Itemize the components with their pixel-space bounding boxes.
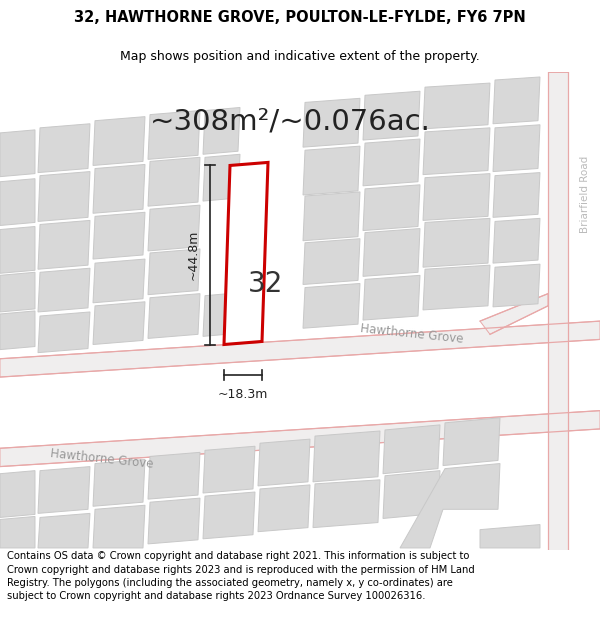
Text: ~44.8m: ~44.8m (187, 230, 200, 280)
Polygon shape (38, 221, 90, 269)
Polygon shape (93, 259, 145, 302)
Polygon shape (423, 128, 490, 174)
Polygon shape (203, 107, 240, 154)
Text: Briarfield Road: Briarfield Road (580, 156, 590, 232)
Text: Hawthorne Grove: Hawthorne Grove (50, 447, 154, 471)
Text: Contains OS data © Crown copyright and database right 2021. This information is : Contains OS data © Crown copyright and d… (7, 551, 475, 601)
Polygon shape (38, 312, 90, 352)
Polygon shape (363, 229, 420, 276)
Polygon shape (493, 77, 540, 124)
Polygon shape (480, 524, 540, 548)
Polygon shape (383, 471, 440, 519)
Polygon shape (148, 205, 200, 251)
Polygon shape (224, 162, 268, 344)
Polygon shape (203, 292, 240, 336)
Polygon shape (148, 249, 200, 294)
Polygon shape (383, 425, 440, 474)
Text: ~18.3m: ~18.3m (218, 388, 268, 401)
Polygon shape (313, 431, 380, 482)
Polygon shape (480, 294, 548, 334)
Polygon shape (493, 218, 540, 263)
Polygon shape (303, 192, 360, 241)
Polygon shape (38, 172, 90, 221)
Polygon shape (303, 98, 360, 147)
Polygon shape (0, 226, 35, 273)
Text: Map shows position and indicative extent of the property.: Map shows position and indicative extent… (120, 49, 480, 62)
Polygon shape (203, 154, 240, 201)
Polygon shape (203, 492, 255, 539)
Polygon shape (93, 302, 145, 344)
Polygon shape (493, 125, 540, 172)
Polygon shape (258, 485, 310, 532)
Polygon shape (258, 439, 310, 486)
Polygon shape (38, 268, 90, 312)
Polygon shape (363, 276, 420, 320)
Polygon shape (148, 111, 200, 159)
Polygon shape (493, 264, 540, 307)
Polygon shape (93, 459, 145, 506)
Polygon shape (148, 294, 200, 338)
Polygon shape (0, 311, 35, 349)
Polygon shape (303, 239, 360, 284)
Polygon shape (423, 218, 490, 268)
Polygon shape (93, 117, 145, 166)
Polygon shape (423, 265, 490, 310)
Polygon shape (38, 467, 90, 513)
Polygon shape (0, 272, 35, 312)
Polygon shape (0, 321, 600, 377)
Polygon shape (313, 480, 380, 528)
Polygon shape (93, 164, 145, 213)
Polygon shape (93, 213, 145, 259)
Polygon shape (0, 471, 35, 518)
Polygon shape (0, 516, 35, 548)
Polygon shape (400, 464, 500, 548)
Polygon shape (303, 284, 360, 328)
Polygon shape (363, 185, 420, 231)
Polygon shape (203, 446, 255, 493)
Polygon shape (548, 72, 568, 550)
Text: 32: 32 (248, 270, 284, 298)
Polygon shape (148, 452, 200, 499)
Polygon shape (443, 418, 500, 466)
Polygon shape (148, 158, 200, 206)
Text: 32, HAWTHORNE GROVE, POULTON-LE-FYLDE, FY6 7PN: 32, HAWTHORNE GROVE, POULTON-LE-FYLDE, F… (74, 11, 526, 26)
Text: ~308m²/~0.076ac.: ~308m²/~0.076ac. (150, 107, 431, 136)
Text: Hawthorne Grove: Hawthorne Grove (360, 322, 464, 346)
Polygon shape (38, 124, 90, 172)
Polygon shape (38, 513, 90, 548)
Polygon shape (303, 146, 360, 195)
Polygon shape (0, 411, 600, 467)
Polygon shape (0, 179, 35, 226)
Polygon shape (363, 139, 420, 186)
Polygon shape (423, 83, 490, 129)
Polygon shape (363, 91, 420, 140)
Polygon shape (148, 498, 200, 544)
Polygon shape (93, 505, 145, 548)
Polygon shape (423, 174, 490, 221)
Polygon shape (0, 130, 35, 177)
Polygon shape (493, 173, 540, 218)
